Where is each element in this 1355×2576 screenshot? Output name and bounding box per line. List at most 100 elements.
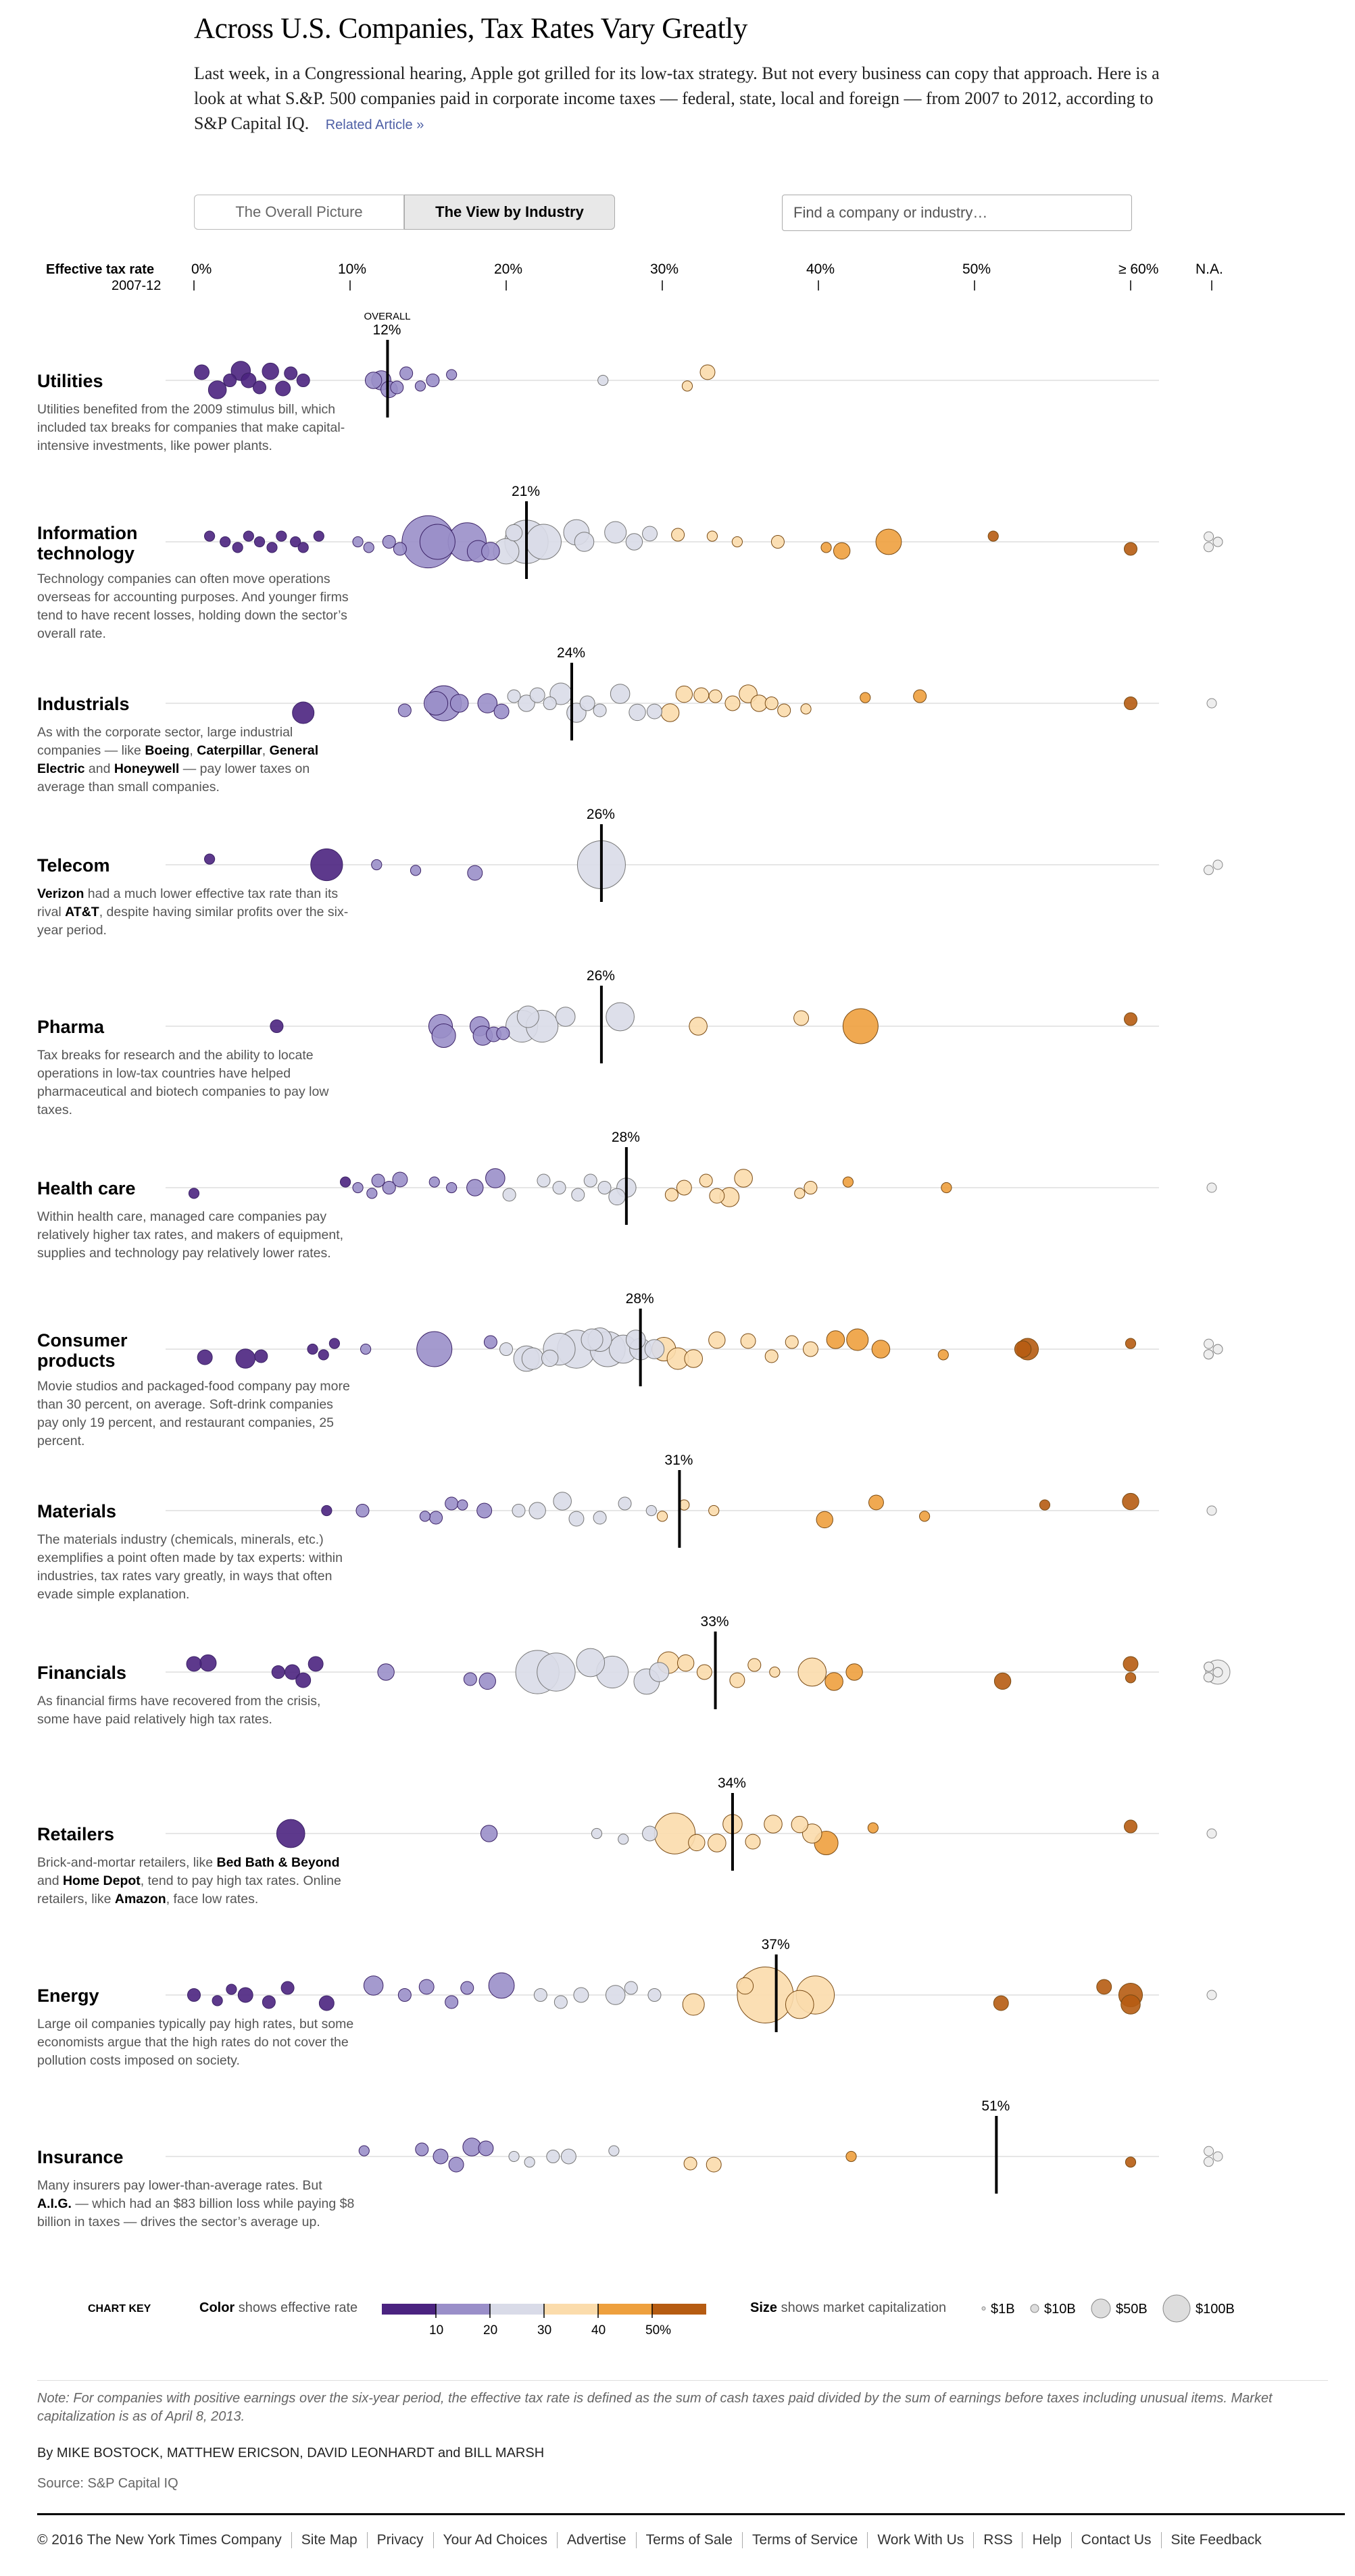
company-bubble <box>764 696 779 711</box>
company-bubble <box>597 1180 612 1195</box>
company-bubble <box>502 1188 516 1202</box>
source-line: Source: S&P Capital IQ <box>37 2476 178 2491</box>
company-bubble <box>480 1825 498 1842</box>
company-bubble <box>804 1180 818 1195</box>
size-key-label: $10B <box>1044 2302 1076 2317</box>
company-bubble <box>207 380 227 399</box>
company-bubble <box>431 1023 456 1049</box>
size-key-bubble <box>1162 2294 1191 2323</box>
company-bubble <box>253 380 267 395</box>
related-article-link[interactable]: Related Article » <box>325 118 424 132</box>
axis-label-years: 2007-12 <box>112 278 161 293</box>
footer-link[interactable]: Site Feedback <box>1160 2532 1271 2548</box>
median-value-label: 51% <box>981 2098 1010 2114</box>
company-bubble <box>764 1815 783 1834</box>
company-bubble <box>1014 1340 1032 1358</box>
company-bubble <box>508 2150 520 2163</box>
company-bubble <box>593 1511 607 1525</box>
company-bubble <box>708 689 722 703</box>
company-bubble <box>800 703 812 715</box>
company-bubble <box>693 687 710 703</box>
footer-link[interactable]: Advertise <box>557 2532 636 2548</box>
company-bubble <box>528 1502 546 1519</box>
company-bubble <box>552 1180 566 1195</box>
sector-name: Energy <box>37 1986 99 2006</box>
footer-link[interactable]: Terms of Service <box>741 2532 867 2548</box>
company-bubble <box>682 1993 705 2016</box>
color-key-tick-label: 20 <box>483 2323 497 2338</box>
footer-link[interactable]: Help <box>1022 2532 1070 2548</box>
company-bubble <box>358 2145 370 2156</box>
footer-link[interactable]: Contact Us <box>1070 2532 1161 2548</box>
tab-view-by-industry[interactable]: The View by Industry <box>404 195 615 230</box>
company-bubble <box>328 1338 340 1349</box>
sector-name: Utilities <box>37 371 103 391</box>
sector-description: Within health care, managed care compani… <box>37 1209 344 1261</box>
company-bubble <box>1125 1338 1137 1349</box>
company-bubble <box>321 1505 332 1517</box>
company-search-input[interactable] <box>782 195 1132 231</box>
sector-name: Telecom <box>37 855 110 876</box>
tab-overall-picture[interactable]: The Overall Picture <box>194 195 404 230</box>
company-bubble <box>842 1176 854 1188</box>
company-bubble <box>649 1662 670 1682</box>
company-bubble <box>833 542 851 560</box>
footer-links: © 2016 The New York Times Company Site Ma… <box>37 2532 1271 2548</box>
footer-link[interactable]: Terms of Sale <box>635 2532 742 2548</box>
na-bubble <box>1203 1672 1214 1683</box>
company-bubble <box>708 1331 726 1349</box>
company-bubble <box>736 1977 754 1995</box>
company-bubble <box>424 690 449 716</box>
footer-link[interactable]: Privacy <box>366 2532 433 2548</box>
median-value-label: 21% <box>512 484 540 499</box>
company-bubble <box>689 1017 708 1036</box>
company-bubble <box>478 1672 496 1690</box>
company-bubble <box>1125 2156 1137 2168</box>
footer-link[interactable]: Work With Us <box>867 2532 973 2548</box>
company-bubble <box>842 1008 879 1044</box>
company-bubble <box>537 1652 576 1692</box>
company-bubble <box>352 1182 364 1194</box>
company-bubble <box>608 1188 626 1206</box>
na-bubble <box>1206 1505 1217 1516</box>
company-bubble <box>560 2148 576 2165</box>
company-bubble <box>243 530 254 542</box>
company-bubble <box>204 530 216 542</box>
median-value-label: 33% <box>701 1614 729 1630</box>
company-bubble <box>507 689 521 703</box>
company-bubble <box>371 859 383 871</box>
company-bubble <box>709 1188 725 1204</box>
company-bubble <box>212 1995 223 2006</box>
company-bubble <box>262 1995 276 2009</box>
company-bubble <box>419 1511 430 1522</box>
footer-link[interactable]: Your Ad Choices <box>433 2532 558 2548</box>
company-bubble <box>629 703 646 722</box>
company-bubble <box>642 1825 658 1842</box>
company-bubble <box>414 380 426 392</box>
sector-description: Many insurers pay lower-than-average rat… <box>37 2178 355 2229</box>
company-bubble <box>676 1180 692 1196</box>
company-bubble <box>553 1492 572 1511</box>
company-bubble <box>769 1666 781 1678</box>
company-bubble <box>445 1995 459 2009</box>
company-bubble <box>1039 1499 1051 1511</box>
footer-link[interactable]: Site Map <box>291 2532 367 2548</box>
company-bubble <box>618 1496 632 1511</box>
company-bubble <box>684 1349 703 1368</box>
company-bubble <box>591 1827 603 1840</box>
company-bubble <box>1123 1656 1139 1672</box>
median-value-label: 28% <box>612 1130 640 1145</box>
company-bubble <box>254 1349 268 1363</box>
sector-name: Health care <box>37 1178 136 1198</box>
company-bubble <box>737 1967 794 2023</box>
company-bubble <box>604 521 627 544</box>
company-bubble <box>524 2156 535 2168</box>
footer-link[interactable]: RSS <box>973 2532 1022 2548</box>
size-key-label: $1B <box>991 2302 1015 2317</box>
company-bubble <box>699 1173 713 1188</box>
company-bubble <box>377 1663 395 1681</box>
na-bubble <box>1206 1182 1217 1193</box>
company-bubble <box>1123 1819 1138 1834</box>
company-bubble <box>428 1176 440 1188</box>
company-bubble <box>987 530 999 542</box>
